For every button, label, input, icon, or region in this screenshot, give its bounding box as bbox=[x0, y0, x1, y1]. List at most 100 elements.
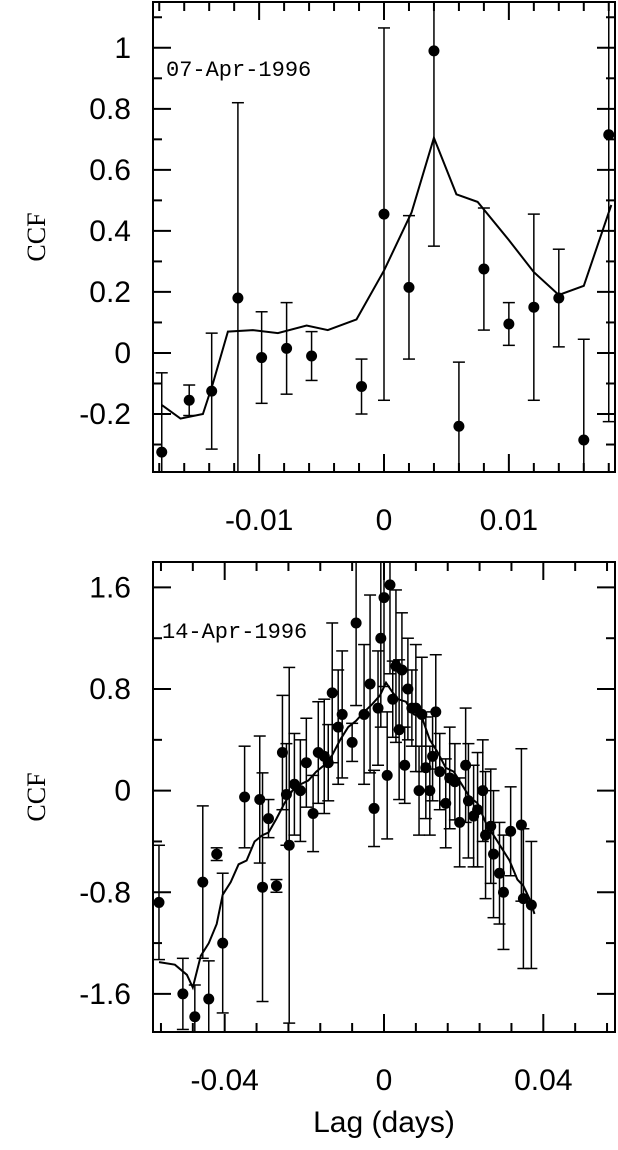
data-point bbox=[419, 716, 432, 820]
point-marker bbox=[239, 791, 251, 803]
point-marker bbox=[189, 1011, 201, 1023]
data-point bbox=[332, 669, 345, 786]
data-point bbox=[300, 717, 313, 808]
point-marker bbox=[403, 281, 415, 293]
x-tick-label: 0 bbox=[376, 1064, 393, 1097]
point-marker bbox=[256, 352, 268, 364]
data-point bbox=[477, 207, 490, 331]
point-marker bbox=[430, 706, 442, 718]
data-point bbox=[504, 786, 517, 877]
y-tick-label: 0 bbox=[114, 337, 131, 370]
point-marker bbox=[477, 785, 489, 797]
point-marker bbox=[402, 683, 414, 695]
x-tick-label: -0.04 bbox=[190, 1064, 258, 1097]
data-point bbox=[381, 711, 394, 840]
point-marker bbox=[257, 881, 269, 893]
data-point bbox=[497, 834, 510, 951]
date-annotation-bottom: 14-Apr-1996 bbox=[162, 620, 307, 645]
point-marker bbox=[364, 678, 376, 690]
data-points-top bbox=[155, 2, 615, 472]
data-point bbox=[270, 878, 283, 894]
point-marker bbox=[434, 766, 446, 778]
point-marker bbox=[183, 394, 195, 406]
point-marker bbox=[528, 301, 540, 313]
y-tick-label: -0.2 bbox=[79, 398, 131, 431]
data-point bbox=[413, 745, 426, 836]
data-point bbox=[183, 384, 196, 417]
point-marker bbox=[350, 617, 362, 629]
data-point bbox=[288, 732, 301, 836]
data-point bbox=[378, 562, 390, 688]
y-axis-ticks-top: -0.2 0 0.2 0.4 0.6 0.8 1 bbox=[79, 16, 615, 446]
point-marker bbox=[525, 899, 537, 911]
data-point bbox=[602, 2, 615, 423]
point-marker bbox=[203, 993, 215, 1005]
data-point bbox=[202, 960, 215, 1032]
data-point bbox=[355, 358, 368, 415]
y-axis-label-bottom: CCF bbox=[22, 772, 51, 821]
point-marker bbox=[346, 736, 358, 748]
data-point bbox=[280, 301, 293, 395]
data-point bbox=[262, 798, 275, 839]
data-point bbox=[336, 650, 349, 779]
point-marker bbox=[281, 342, 293, 354]
data-point bbox=[398, 726, 411, 805]
data-point bbox=[210, 847, 223, 862]
point-marker bbox=[326, 687, 338, 699]
data-point bbox=[152, 844, 165, 961]
data-point bbox=[350, 562, 363, 707]
point-marker bbox=[378, 592, 390, 604]
data-point bbox=[188, 984, 201, 1032]
model-line-top bbox=[161, 134, 613, 420]
point-marker bbox=[263, 813, 274, 825]
point-marker bbox=[428, 45, 440, 57]
data-point bbox=[577, 338, 590, 472]
point-marker bbox=[378, 208, 390, 220]
point-marker bbox=[553, 292, 565, 304]
data-point bbox=[155, 372, 168, 472]
point-marker bbox=[497, 886, 509, 898]
point-marker bbox=[153, 896, 165, 908]
data-point bbox=[368, 769, 381, 848]
point-marker bbox=[306, 350, 318, 362]
point-marker bbox=[283, 839, 295, 851]
point-marker bbox=[381, 769, 393, 781]
y-tick-label: 0.8 bbox=[89, 93, 131, 126]
point-marker bbox=[396, 664, 408, 676]
data-point bbox=[255, 311, 268, 405]
point-marker bbox=[449, 776, 461, 788]
data-point bbox=[283, 666, 296, 1024]
data-point bbox=[378, 27, 390, 402]
point-marker bbox=[393, 724, 405, 736]
data-points-bottom bbox=[152, 562, 538, 1032]
panel-top: -0.2 0 0.2 0.4 0.6 0.8 1 -0.01 0 0.01 07-Apr-199… bbox=[22, 1, 616, 537]
data-point bbox=[372, 650, 385, 766]
y-tick-label: 1 bbox=[114, 32, 131, 65]
point-marker bbox=[420, 762, 432, 774]
point-marker bbox=[307, 808, 319, 820]
data-point bbox=[452, 361, 465, 472]
data-point bbox=[196, 805, 209, 960]
point-marker bbox=[156, 446, 168, 458]
data-point bbox=[525, 840, 538, 970]
point-marker bbox=[424, 785, 436, 797]
y-tick-label: -1.6 bbox=[79, 978, 131, 1011]
y-tick-label: 0 bbox=[114, 775, 131, 808]
data-point bbox=[358, 643, 371, 786]
point-marker bbox=[503, 318, 515, 330]
point-marker bbox=[488, 848, 500, 860]
point-marker bbox=[232, 292, 244, 304]
data-point bbox=[383, 562, 396, 675]
data-point bbox=[502, 301, 515, 347]
point-marker bbox=[217, 937, 229, 949]
data-point bbox=[364, 594, 377, 774]
x-axis-label: Lag (days) bbox=[313, 1106, 455, 1139]
point-marker bbox=[300, 757, 312, 769]
point-marker bbox=[197, 876, 209, 888]
y-tick-label: 0.4 bbox=[89, 215, 131, 248]
point-marker bbox=[440, 797, 452, 809]
point-marker bbox=[515, 819, 527, 831]
point-marker bbox=[211, 848, 223, 860]
data-point bbox=[176, 957, 189, 1031]
